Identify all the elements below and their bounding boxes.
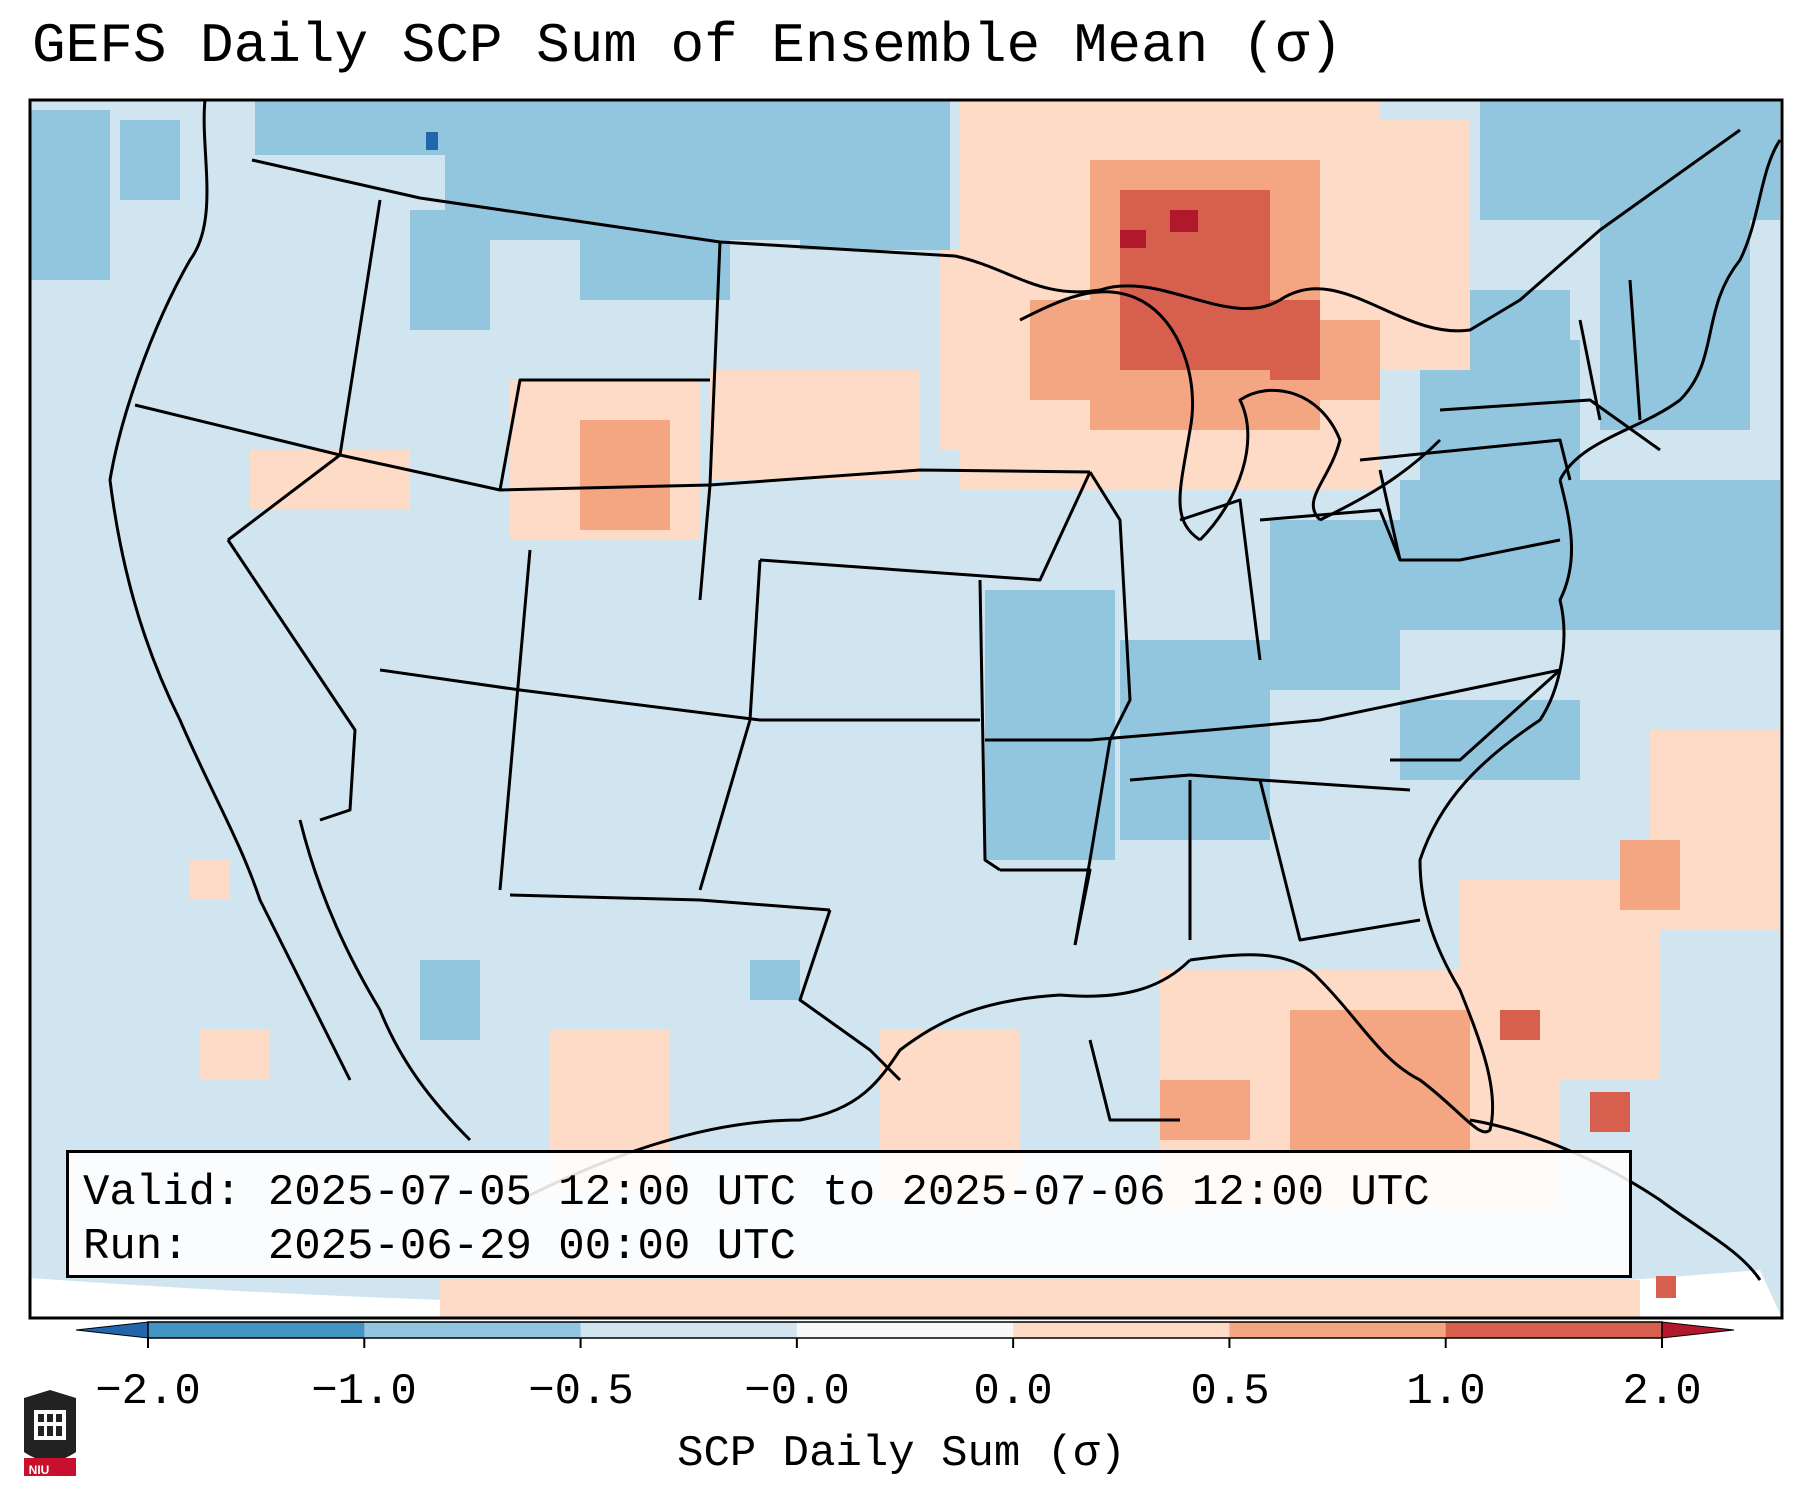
run-value: 2025-06-29 00:00 UTC — [267, 1222, 796, 1272]
valid-label: Valid: — [83, 1168, 242, 1218]
colorbar-under-arrow — [75, 1321, 149, 1339]
colorbar-tick-label: 1.0 — [1406, 1367, 1486, 1417]
run-line: Run: 2025-06-29 00:00 UTC — [83, 1225, 796, 1269]
run-label: Run: — [83, 1222, 189, 1272]
colorbar-frame — [147, 1321, 1663, 1339]
coastlines — [108, 100, 1782, 1281]
colorbar-bin — [1445, 1322, 1663, 1338]
colorbar-tick-label: −0.5 — [528, 1367, 634, 1417]
colorbar-tick-label: −0.0 — [744, 1367, 850, 1417]
anomaly-dark-blue-spot — [426, 132, 438, 150]
colorbar-tick-label: −2.0 — [95, 1367, 201, 1417]
colorbar-tick-label: −1.0 — [311, 1367, 417, 1417]
colorbar-bin — [1013, 1322, 1230, 1338]
colorbar-tick-label: 0.5 — [1190, 1367, 1270, 1417]
chart-title: GEFS Daily SCP Sum of Ensemble Mean (σ) — [32, 14, 1343, 78]
political-borders — [134, 128, 1741, 1122]
colorbar — [75, 1321, 1735, 1348]
colorbar-bin — [796, 1322, 1014, 1338]
map-frame — [28, 98, 1784, 1320]
colorbar-tick-label: 0.0 — [973, 1367, 1053, 1417]
logo-text: NIU — [28, 1463, 50, 1477]
colorbar-bin — [364, 1322, 582, 1338]
valid-line: Valid: 2025-07-05 12:00 UTC to 2025-07-0… — [83, 1171, 1430, 1215]
colorbar-bin — [1229, 1322, 1447, 1338]
colorbar-tick-label: 2.0 — [1622, 1367, 1702, 1417]
anomaly-blue-regions — [30, 100, 1780, 1040]
colorbar-over-arrow — [1661, 1321, 1735, 1339]
valid-value: 2025-07-05 12:00 UTC to 2025-07-06 12:00… — [267, 1168, 1430, 1218]
anomaly-dark-red-spot — [1120, 210, 1198, 248]
valid-run-info-box: Valid: 2025-07-05 12:00 UTC to 2025-07-0… — [66, 1150, 1632, 1278]
colorbar-bin — [148, 1322, 365, 1338]
colorbar-label: SCP Daily Sum (σ) — [677, 1429, 1126, 1479]
niu-logo — [24, 1390, 76, 1476]
colorbar-bin — [580, 1322, 798, 1338]
